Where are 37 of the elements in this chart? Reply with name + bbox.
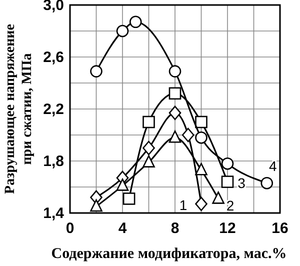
point — [116, 24, 129, 38]
series-label: 2 — [226, 198, 234, 214]
point — [195, 196, 208, 212]
series-label: 1 — [179, 196, 188, 213]
point — [168, 130, 182, 143]
point — [90, 65, 102, 78]
x-tick-label: 8 — [170, 220, 180, 237]
point — [90, 199, 102, 212]
y-axis-title: Разрушающее напряжение при сжатии, МПа — [3, 24, 35, 194]
point — [168, 106, 182, 120]
y-tick-label: 1,8 — [43, 153, 64, 170]
y-tick-label: 1,4 — [43, 205, 65, 222]
point — [182, 128, 194, 142]
x-tick-label: 0 — [66, 220, 74, 237]
point — [142, 140, 155, 156]
y-tick-label: 2,6 — [43, 49, 64, 66]
point — [142, 155, 155, 168]
point — [168, 65, 182, 78]
point — [142, 116, 155, 128]
x-axis-title: Содержание модификатора, мас.% — [51, 246, 287, 262]
point — [122, 192, 136, 205]
point — [116, 178, 129, 191]
point — [129, 16, 142, 28]
series-label: 4 — [268, 158, 277, 174]
point — [195, 162, 208, 176]
point — [195, 116, 208, 128]
x-tick-label: 12 — [219, 220, 236, 237]
point — [195, 131, 208, 144]
x-tick-label: 16 — [272, 220, 288, 237]
point — [221, 157, 234, 170]
point — [260, 176, 274, 190]
x-tick-label: 4 — [118, 220, 128, 237]
point — [168, 87, 182, 100]
series-label: 3 — [238, 174, 246, 191]
point — [221, 176, 234, 188]
y-tick-label: 2,2 — [43, 101, 64, 118]
point — [212, 192, 224, 204]
